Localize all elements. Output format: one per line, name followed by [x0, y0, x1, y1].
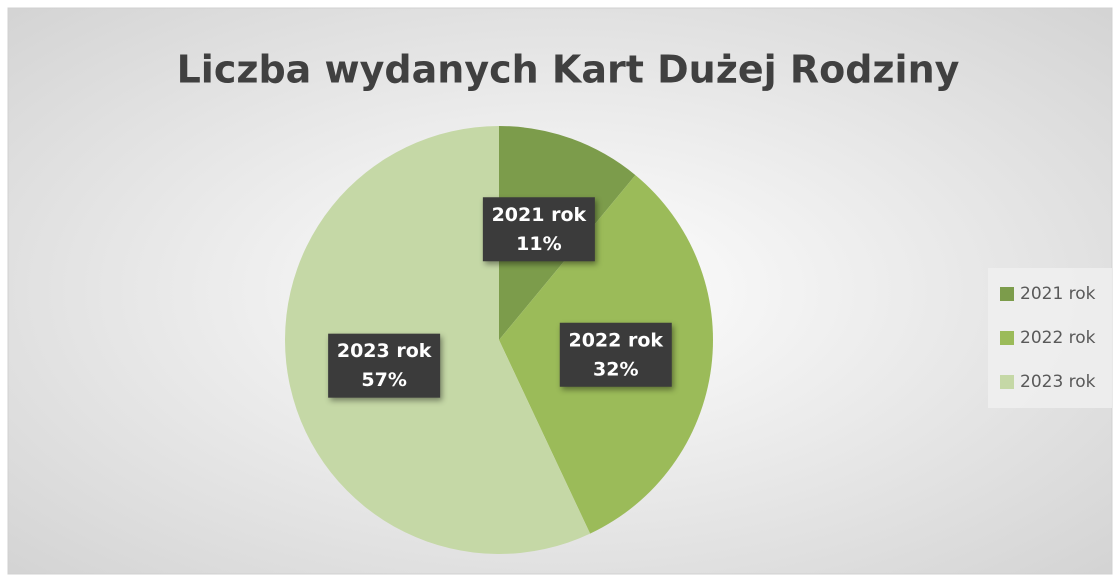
- legend-swatch: [1000, 287, 1014, 301]
- legend-label: 2022 rok: [1020, 328, 1096, 348]
- data-label-category: 2022 rok: [568, 329, 663, 351]
- chart-title: Liczba wydanych Kart Dużej Rodziny: [177, 48, 960, 92]
- data-label-box: [482, 197, 595, 262]
- data-label-value: 11%: [516, 233, 561, 255]
- legend-swatch: [1000, 375, 1014, 389]
- data-label-box: [559, 322, 672, 387]
- data-label-category: 2021 rok: [492, 204, 587, 226]
- data-label-value: 57%: [361, 369, 406, 391]
- legend-label: 2021 rok: [1020, 284, 1096, 304]
- data-label-box: [328, 333, 441, 398]
- legend-label: 2023 rok: [1020, 372, 1096, 392]
- legend-swatch: [1000, 331, 1014, 345]
- data-label-value: 32%: [593, 358, 638, 380]
- data-label-category: 2023 rok: [337, 340, 432, 362]
